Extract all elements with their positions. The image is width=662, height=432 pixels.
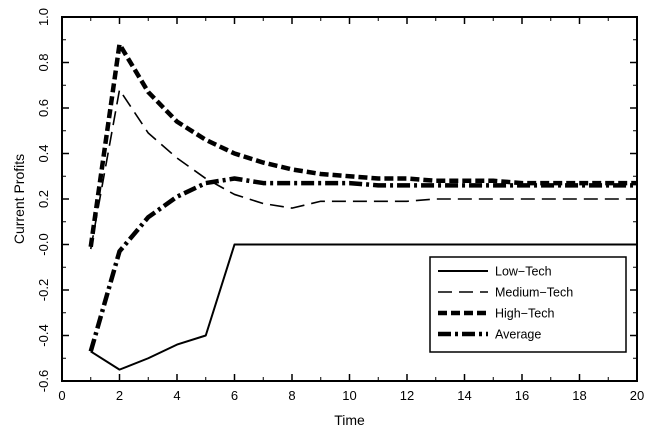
y-tick-label: -0.6 [36, 370, 51, 392]
series-line-3 [88, 176, 637, 353]
y-tick-label: 0.2 [36, 190, 51, 208]
x-tick-label: 8 [288, 388, 295, 403]
x-tick-label: 10 [342, 388, 356, 403]
x-tick-label: 0 [58, 388, 65, 403]
y-axis-label: Current Profits [11, 154, 27, 244]
series-line-1 [89, 89, 637, 250]
y-tick-label: -0.4 [36, 324, 51, 346]
x-tick-label: 20 [630, 388, 644, 403]
x-tick-label: 4 [173, 388, 180, 403]
x-tick-label: 18 [572, 388, 586, 403]
y-tick-label: 0.6 [36, 99, 51, 117]
y-tick-label: -0.2 [36, 279, 51, 301]
x-tick-label: 12 [400, 388, 414, 403]
legend-items: Low−Tech Medium−Tech High−Tech Average [438, 265, 573, 342]
legend-label-2: High−Tech [495, 307, 554, 321]
legend-label-3: Average [495, 328, 541, 342]
x-axis-label: Time [334, 412, 365, 428]
y-tick-label: 1.0 [36, 8, 51, 26]
x-axis-ticks: 0 2 4 6 8 10 12 14 16 18 20 [58, 17, 644, 403]
x-tick-label: 6 [231, 388, 238, 403]
legend-label-1: Medium−Tech [495, 286, 573, 300]
y-tick-label: -0.0 [36, 233, 51, 255]
x-tick-label: 2 [116, 388, 123, 403]
legend-label-0: Low−Tech [495, 265, 552, 279]
series-line-2 [88, 42, 637, 248]
plot-marks [88, 42, 637, 371]
series-line-0 [90, 243, 637, 371]
x-tick-label: 16 [515, 388, 529, 403]
y-tick-label: 0.8 [36, 53, 51, 71]
x-tick-label: 14 [457, 388, 471, 403]
y-axis-ticks: -0.6 -0.4 -0.2 -0.0 0.2 0.4 0.6 0.8 1.0 [36, 8, 637, 392]
y-tick-label: 0.4 [36, 144, 51, 162]
legend: Low−Tech Medium−Tech High−Tech Average [429, 256, 627, 353]
